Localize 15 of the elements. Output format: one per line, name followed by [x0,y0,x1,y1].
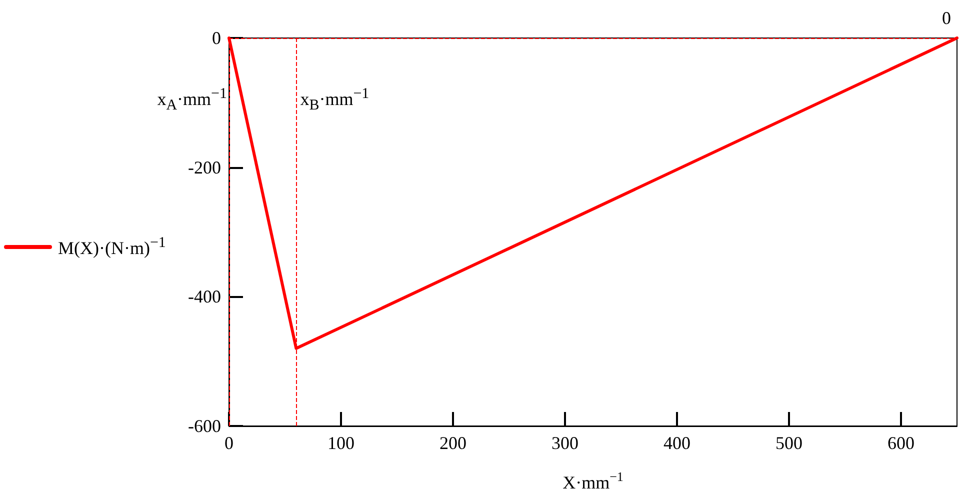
x-tick-label: 100 [328,433,354,453]
legend-label: M(X)·(N·m)$^{−1}$ [58,235,166,259]
x-tick-label: 0 [224,433,234,453]
x-tick-label: 500 [776,433,802,453]
x-tick-label: 200 [440,433,466,453]
x-tick-label: 300 [552,433,578,453]
ref-line-label: 0 [942,8,951,29]
x-tick-label: 600 [888,433,914,453]
ref-line-label: x$_{A}$·mm$^{−1}$ [157,86,227,115]
y-tick-label: 0 [212,28,221,48]
y-tick-label: -600 [188,416,221,436]
x-tick-label: 400 [664,433,690,453]
y-tick-label: -200 [188,157,221,178]
ref-line-label: x$_{B}$·mm$^{−1}$ [300,86,370,115]
y-tick-label: -400 [188,286,221,307]
